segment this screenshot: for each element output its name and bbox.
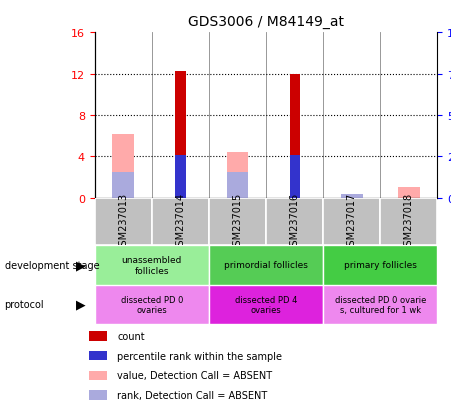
Bar — [323, 285, 437, 324]
Bar — [89, 351, 107, 361]
Bar — [152, 198, 209, 246]
Text: unassembled
follicles: unassembled follicles — [122, 256, 182, 275]
Text: rank, Detection Call = ABSENT: rank, Detection Call = ABSENT — [117, 390, 267, 400]
Bar — [266, 198, 323, 246]
Text: percentile rank within the sample: percentile rank within the sample — [117, 351, 282, 361]
Bar — [398, 188, 420, 198]
Text: GSM237018: GSM237018 — [404, 192, 414, 252]
Text: primordial follicles: primordial follicles — [224, 261, 308, 270]
Bar — [227, 153, 249, 198]
Bar — [89, 331, 107, 341]
Text: dissected PD 0 ovarie
s, cultured for 1 wk: dissected PD 0 ovarie s, cultured for 1 … — [335, 295, 426, 314]
Text: primary follicles: primary follicles — [344, 261, 417, 270]
Text: count: count — [117, 331, 145, 341]
Bar — [323, 246, 437, 285]
Bar — [341, 194, 363, 198]
Bar — [227, 173, 249, 198]
Text: dissected PD 4
ovaries: dissected PD 4 ovaries — [235, 295, 297, 314]
Text: development stage: development stage — [5, 260, 99, 271]
Bar — [112, 134, 134, 198]
Bar — [209, 246, 323, 285]
Bar — [95, 246, 209, 285]
Text: value, Detection Call = ABSENT: value, Detection Call = ABSENT — [117, 370, 272, 380]
Bar — [95, 198, 152, 246]
Bar — [175, 72, 185, 198]
Bar — [95, 285, 209, 324]
Bar — [290, 156, 300, 198]
Text: GSM237014: GSM237014 — [175, 192, 185, 252]
Bar — [112, 173, 134, 198]
Text: protocol: protocol — [5, 299, 44, 310]
Bar — [89, 370, 107, 380]
Bar — [380, 198, 437, 246]
Text: GSM237015: GSM237015 — [233, 192, 243, 252]
Text: GSM237017: GSM237017 — [347, 192, 357, 252]
Bar — [323, 198, 380, 246]
Text: dissected PD 0
ovaries: dissected PD 0 ovaries — [121, 295, 183, 314]
Bar — [209, 285, 323, 324]
Bar — [89, 390, 107, 400]
Title: GDS3006 / M84149_at: GDS3006 / M84149_at — [188, 15, 344, 29]
Text: ▶: ▶ — [76, 259, 86, 272]
Bar — [209, 198, 266, 246]
Text: GSM237016: GSM237016 — [290, 192, 299, 252]
Bar — [175, 156, 185, 198]
Text: ▶: ▶ — [76, 298, 86, 311]
Text: GSM237013: GSM237013 — [118, 192, 128, 252]
Bar — [290, 74, 300, 198]
